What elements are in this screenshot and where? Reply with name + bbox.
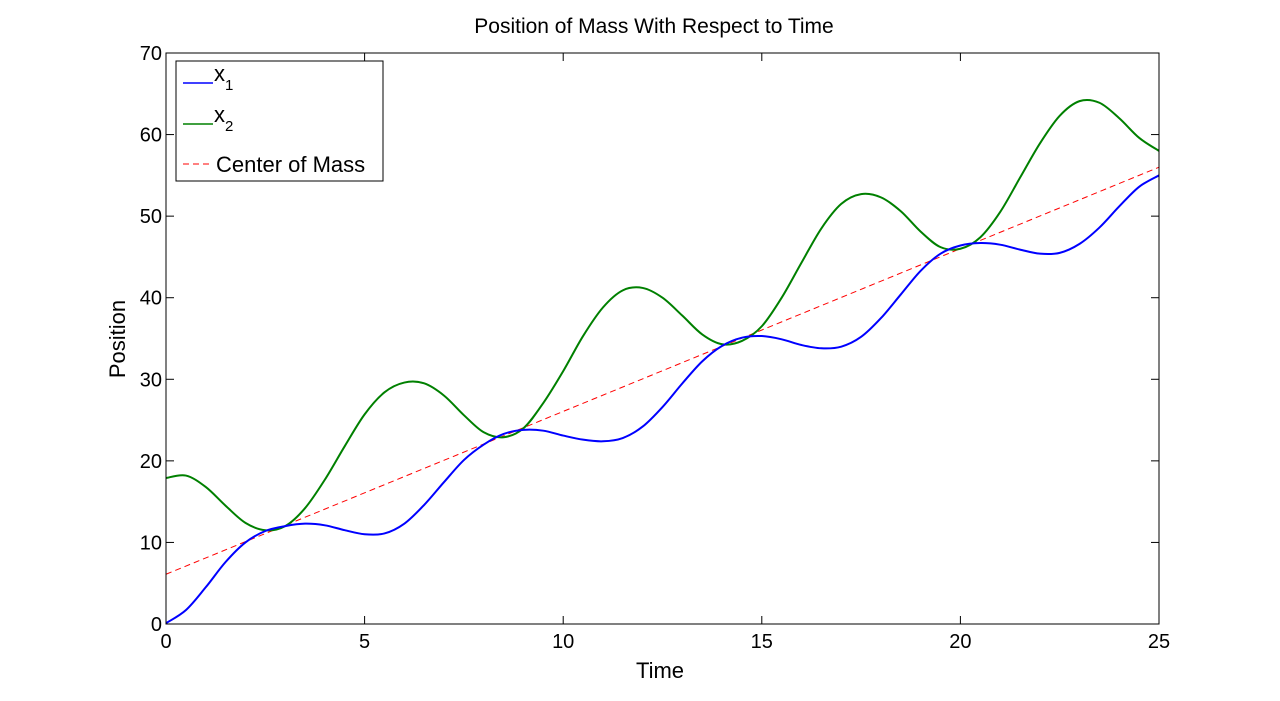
legend-label-center-of-mass: Center of Mass — [216, 152, 365, 177]
legend-label-x2: x2 — [214, 102, 233, 135]
legend-label-x1: x1 — [214, 61, 233, 94]
series-line-center-of-mass — [165, 166, 1160, 575]
x-tick-label: 5 — [359, 631, 370, 653]
series-layer — [165, 98, 1160, 625]
x-tick-label: 15 — [751, 631, 773, 653]
axes-layer — [165, 52, 1160, 625]
y-tick-label: 40 — [140, 288, 162, 310]
y-tick-label: 70 — [140, 43, 162, 65]
x-tick-label: 10 — [552, 631, 574, 653]
y-tick-label: 0 — [151, 614, 162, 636]
y-tick-label: 50 — [140, 206, 162, 228]
x-tick-label: 0 — [160, 631, 171, 653]
x-tick-label: 25 — [1148, 631, 1170, 653]
plot-frame — [165, 52, 1160, 625]
y-tick-label: 60 — [140, 125, 162, 147]
x-axis-title: Time — [636, 658, 684, 683]
x-axis-ticks: 0 5 10 15 20 25 — [160, 53, 1170, 653]
series-line-x-2 — [165, 98, 1160, 532]
y-axis-ticks: 0 10 20 30 40 50 60 70 — [140, 43, 1159, 636]
legend: x1 x2 Center of Mass — [175, 60, 384, 182]
x-tick-label: 20 — [949, 631, 971, 653]
y-tick-label: 30 — [140, 369, 162, 391]
y-tick-label: 20 — [140, 451, 162, 473]
y-axis-title: Position — [105, 300, 130, 378]
chart-title: Position of Mass With Respect to Time — [474, 15, 833, 38]
y-tick-label: 10 — [140, 532, 162, 554]
legend-box — [175, 60, 384, 182]
series-line-x-1 — [165, 174, 1160, 625]
